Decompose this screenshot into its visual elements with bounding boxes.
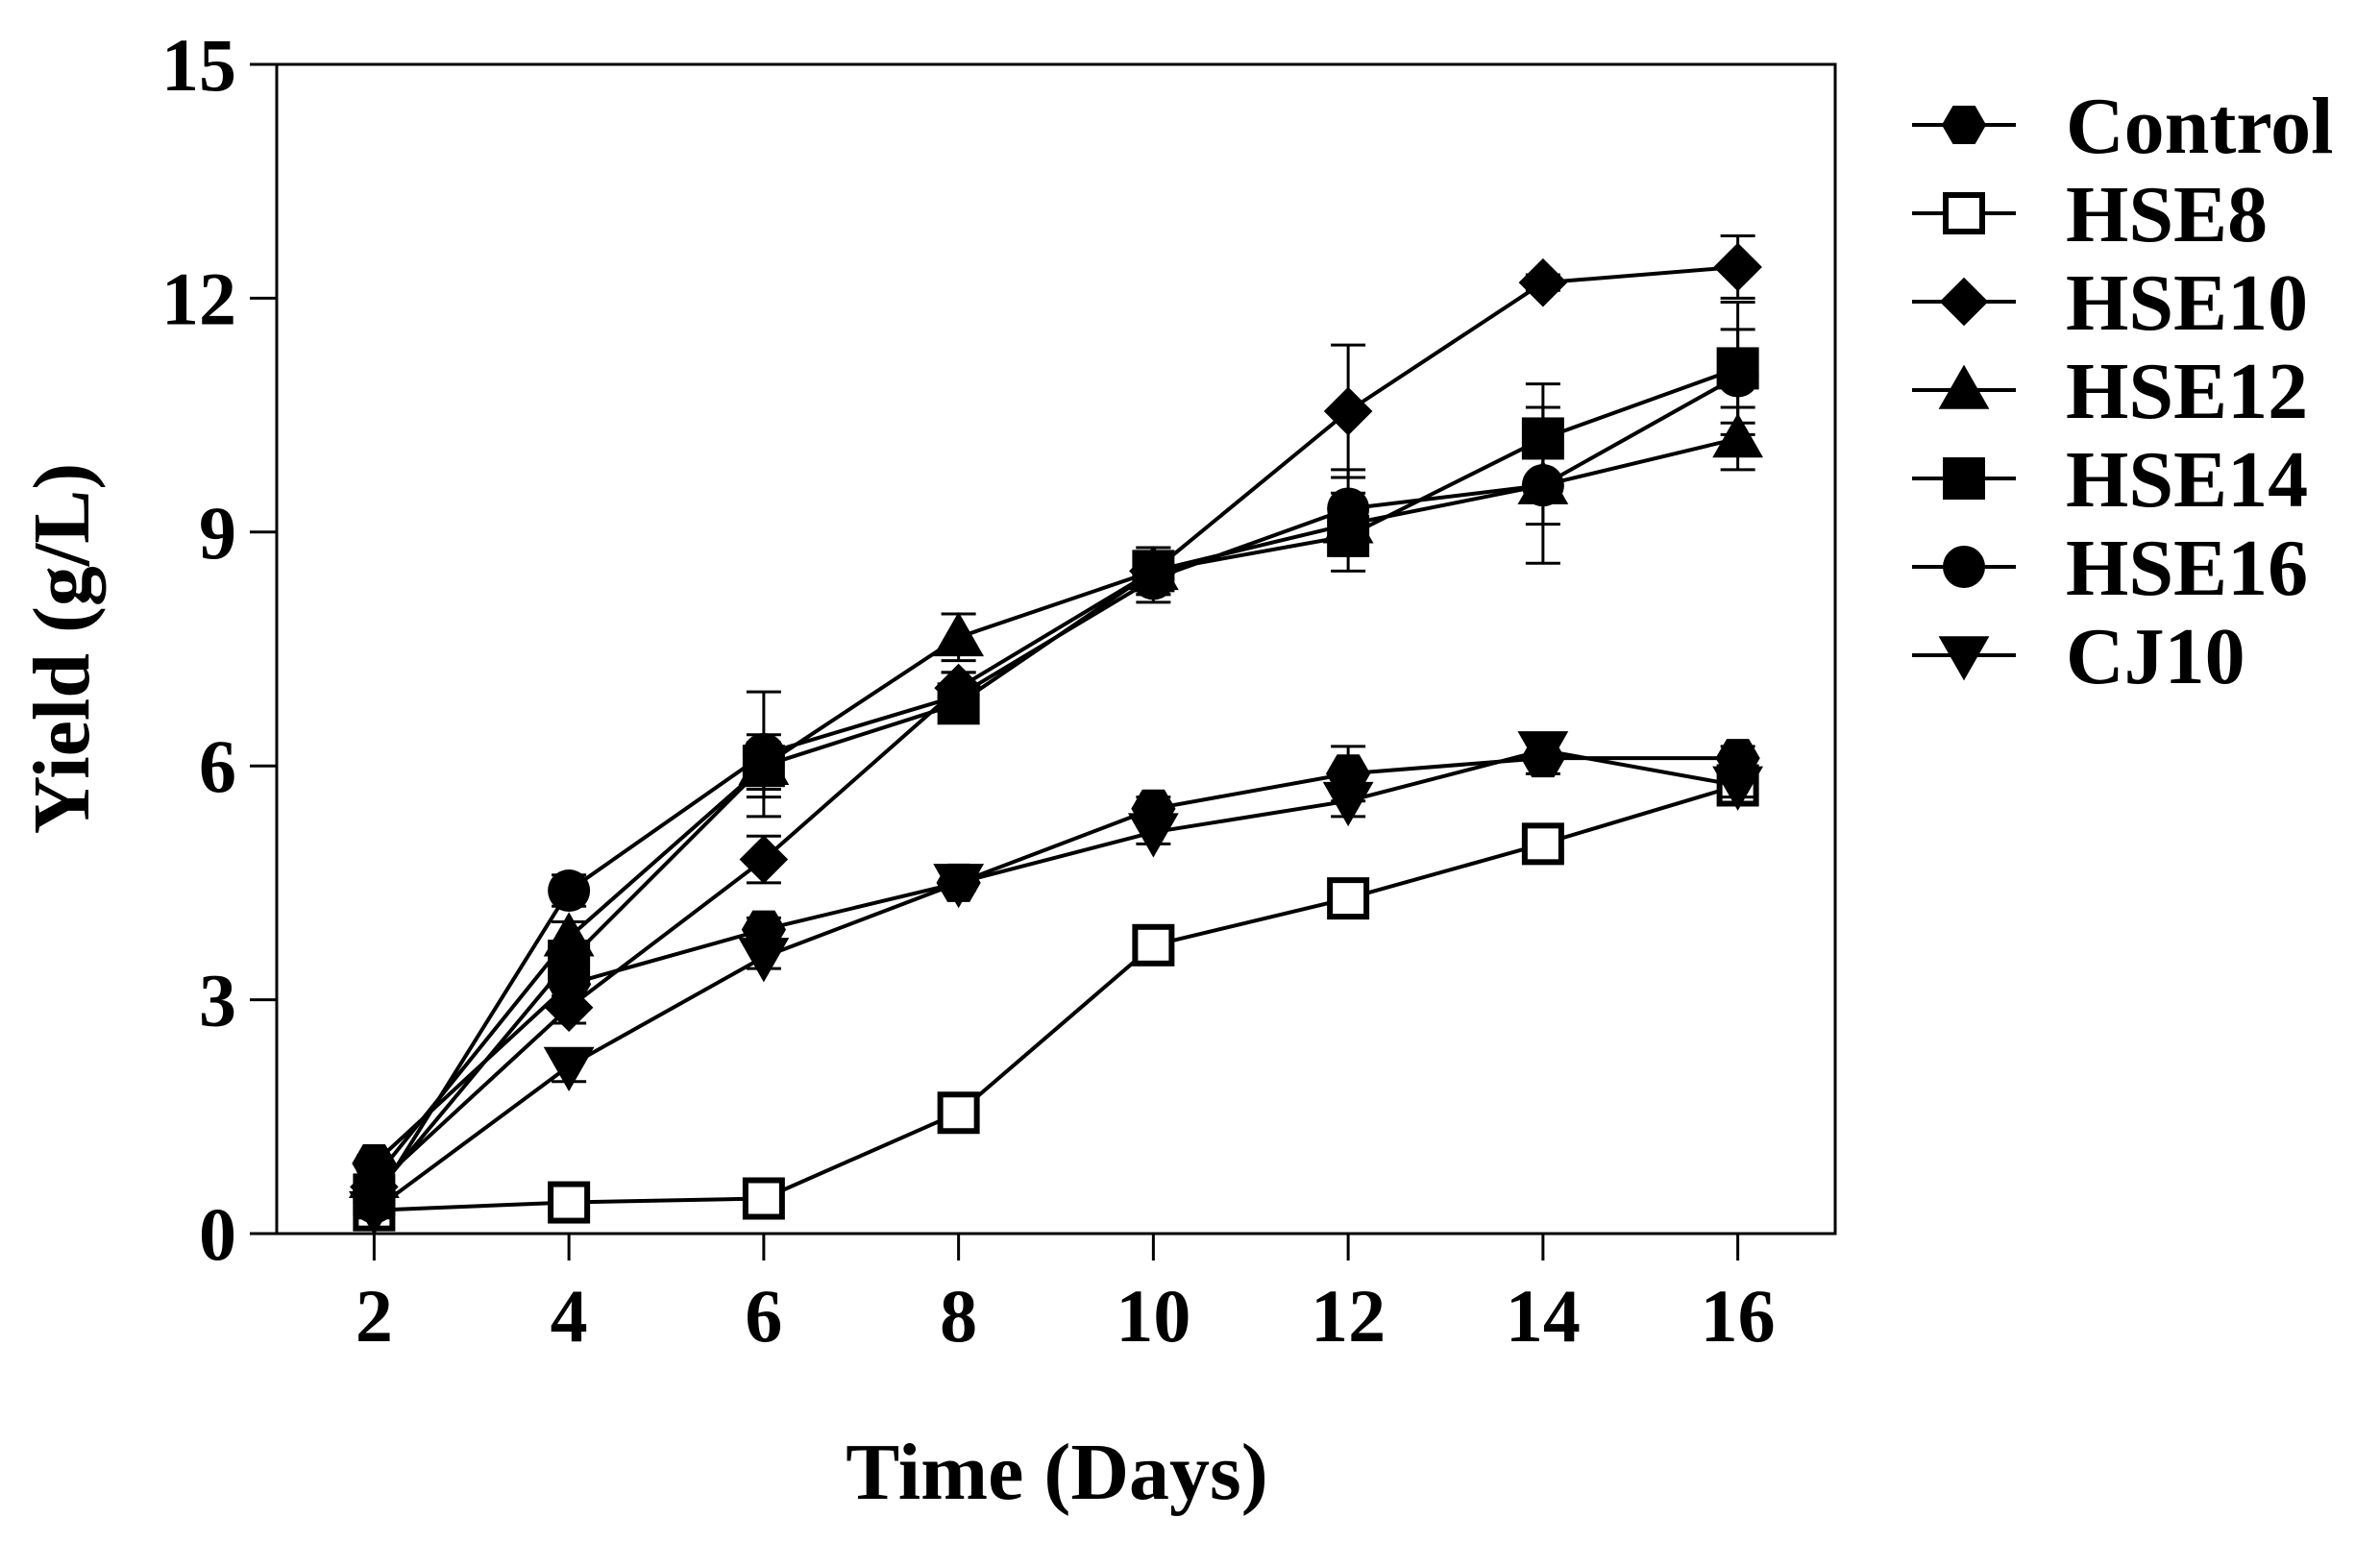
legend-item-hse14: HSE14 — [1912, 435, 2308, 525]
data-point-hse8 — [1521, 822, 1564, 866]
legend-label: Control — [2066, 82, 2333, 171]
data-point-hse8 — [1132, 923, 1175, 967]
legend-marker-hse10 — [1939, 277, 1989, 327]
data-point-hse10 — [1518, 257, 1568, 307]
data-point-cj10 — [348, 1190, 400, 1236]
legend-label: HSE12 — [2066, 347, 2308, 436]
y-tick-label: 0 — [199, 1192, 236, 1276]
data-point-hse12 — [933, 611, 985, 657]
y-axis: 0 3 6 9 12 15 — [161, 23, 277, 1276]
series-line-hse12 — [372, 436, 1739, 1181]
legend-marker-hse12 — [1938, 364, 1990, 409]
data-point-hse10 — [1323, 386, 1373, 436]
series-line-hse10 — [373, 264, 1738, 1188]
series-hse16 — [353, 328, 1759, 1224]
plot-area-frame — [275, 62, 1837, 1236]
data-point-hse16 — [1327, 487, 1370, 530]
data-point-hse14 — [548, 940, 591, 983]
data-point-cj10 — [543, 1046, 595, 1091]
data-point-cj10 — [933, 864, 985, 909]
x-tick-label: 4 — [551, 1274, 588, 1358]
legend-marker-cj10 — [1938, 636, 1990, 681]
legend-item-hse12: HSE12 — [1912, 347, 2308, 436]
legend-marker-hse16 — [1943, 546, 1985, 588]
series-line-hse8 — [374, 783, 1739, 1212]
y-tick-label: 15 — [161, 23, 236, 107]
data-point-hse10 — [544, 983, 594, 1033]
y-axis-title: Yield (g/L) — [17, 463, 107, 835]
x-tick-label: 8 — [940, 1274, 977, 1358]
x-tick-label: 12 — [1311, 1274, 1386, 1358]
data-point-cj10 — [1127, 813, 1179, 858]
series-layer — [348, 233, 1764, 1236]
data-point-hse16 — [1521, 464, 1564, 507]
data-point-hse8 — [742, 1177, 785, 1220]
x-tick-label: 16 — [1701, 1274, 1776, 1358]
data-point-hse16 — [1132, 557, 1175, 600]
legend-item-control: Control — [1912, 82, 2333, 171]
legend-item-hse8: HSE8 — [1912, 170, 2268, 259]
legend-marker-hse8 — [1943, 192, 1985, 234]
x-tick-label: 6 — [745, 1274, 782, 1358]
data-point-hse10 — [739, 835, 789, 884]
data-point-hse8 — [1327, 877, 1370, 920]
legend-label: CJ10 — [2066, 612, 2245, 701]
legend-item-hse10: HSE10 — [1912, 258, 2308, 348]
x-tick-label: 14 — [1506, 1274, 1581, 1358]
legend-label: HSE10 — [2066, 258, 2308, 348]
legend-marker-control — [1941, 106, 1987, 144]
data-point-cj10 — [738, 938, 790, 983]
data-point-hse8 — [937, 1091, 980, 1135]
data-point-cj10 — [1517, 731, 1569, 776]
x-axis: 2 4 6 8 10 12 14 16 — [356, 1234, 1776, 1358]
y-tick-label: 12 — [161, 257, 236, 340]
legend-item-cj10: CJ10 — [1912, 612, 2245, 701]
y-tick-label: 9 — [199, 491, 236, 575]
x-axis-title: Time (Days) — [846, 1428, 1267, 1517]
data-point-cj10 — [1712, 766, 1764, 811]
y-tick-label: 6 — [199, 724, 236, 808]
data-point-hse16 — [1716, 355, 1759, 398]
series-line-hse16 — [372, 374, 1739, 1204]
data-point-cj10 — [1322, 781, 1374, 827]
x-tick-label: 10 — [1116, 1274, 1190, 1358]
data-point-hse10 — [1713, 242, 1762, 292]
data-point-hse16 — [937, 674, 980, 718]
series-line-cj10 — [373, 748, 1738, 1212]
series-cj10 — [348, 731, 1764, 1236]
legend-marker-hse14 — [1943, 457, 1985, 500]
series-hse12 — [348, 405, 1764, 1199]
legend-label: HSE8 — [2066, 170, 2268, 259]
data-point-hse8 — [548, 1181, 591, 1224]
legend-item-hse16: HSE16 — [1912, 524, 2308, 613]
x-tick-label: 2 — [356, 1274, 393, 1358]
data-point-hse16 — [742, 733, 785, 776]
data-point-hse16 — [548, 869, 591, 913]
legend-label: HSE14 — [2066, 435, 2308, 525]
legend-label: HSE16 — [2066, 524, 2308, 613]
y-tick-label: 3 — [199, 959, 236, 1042]
